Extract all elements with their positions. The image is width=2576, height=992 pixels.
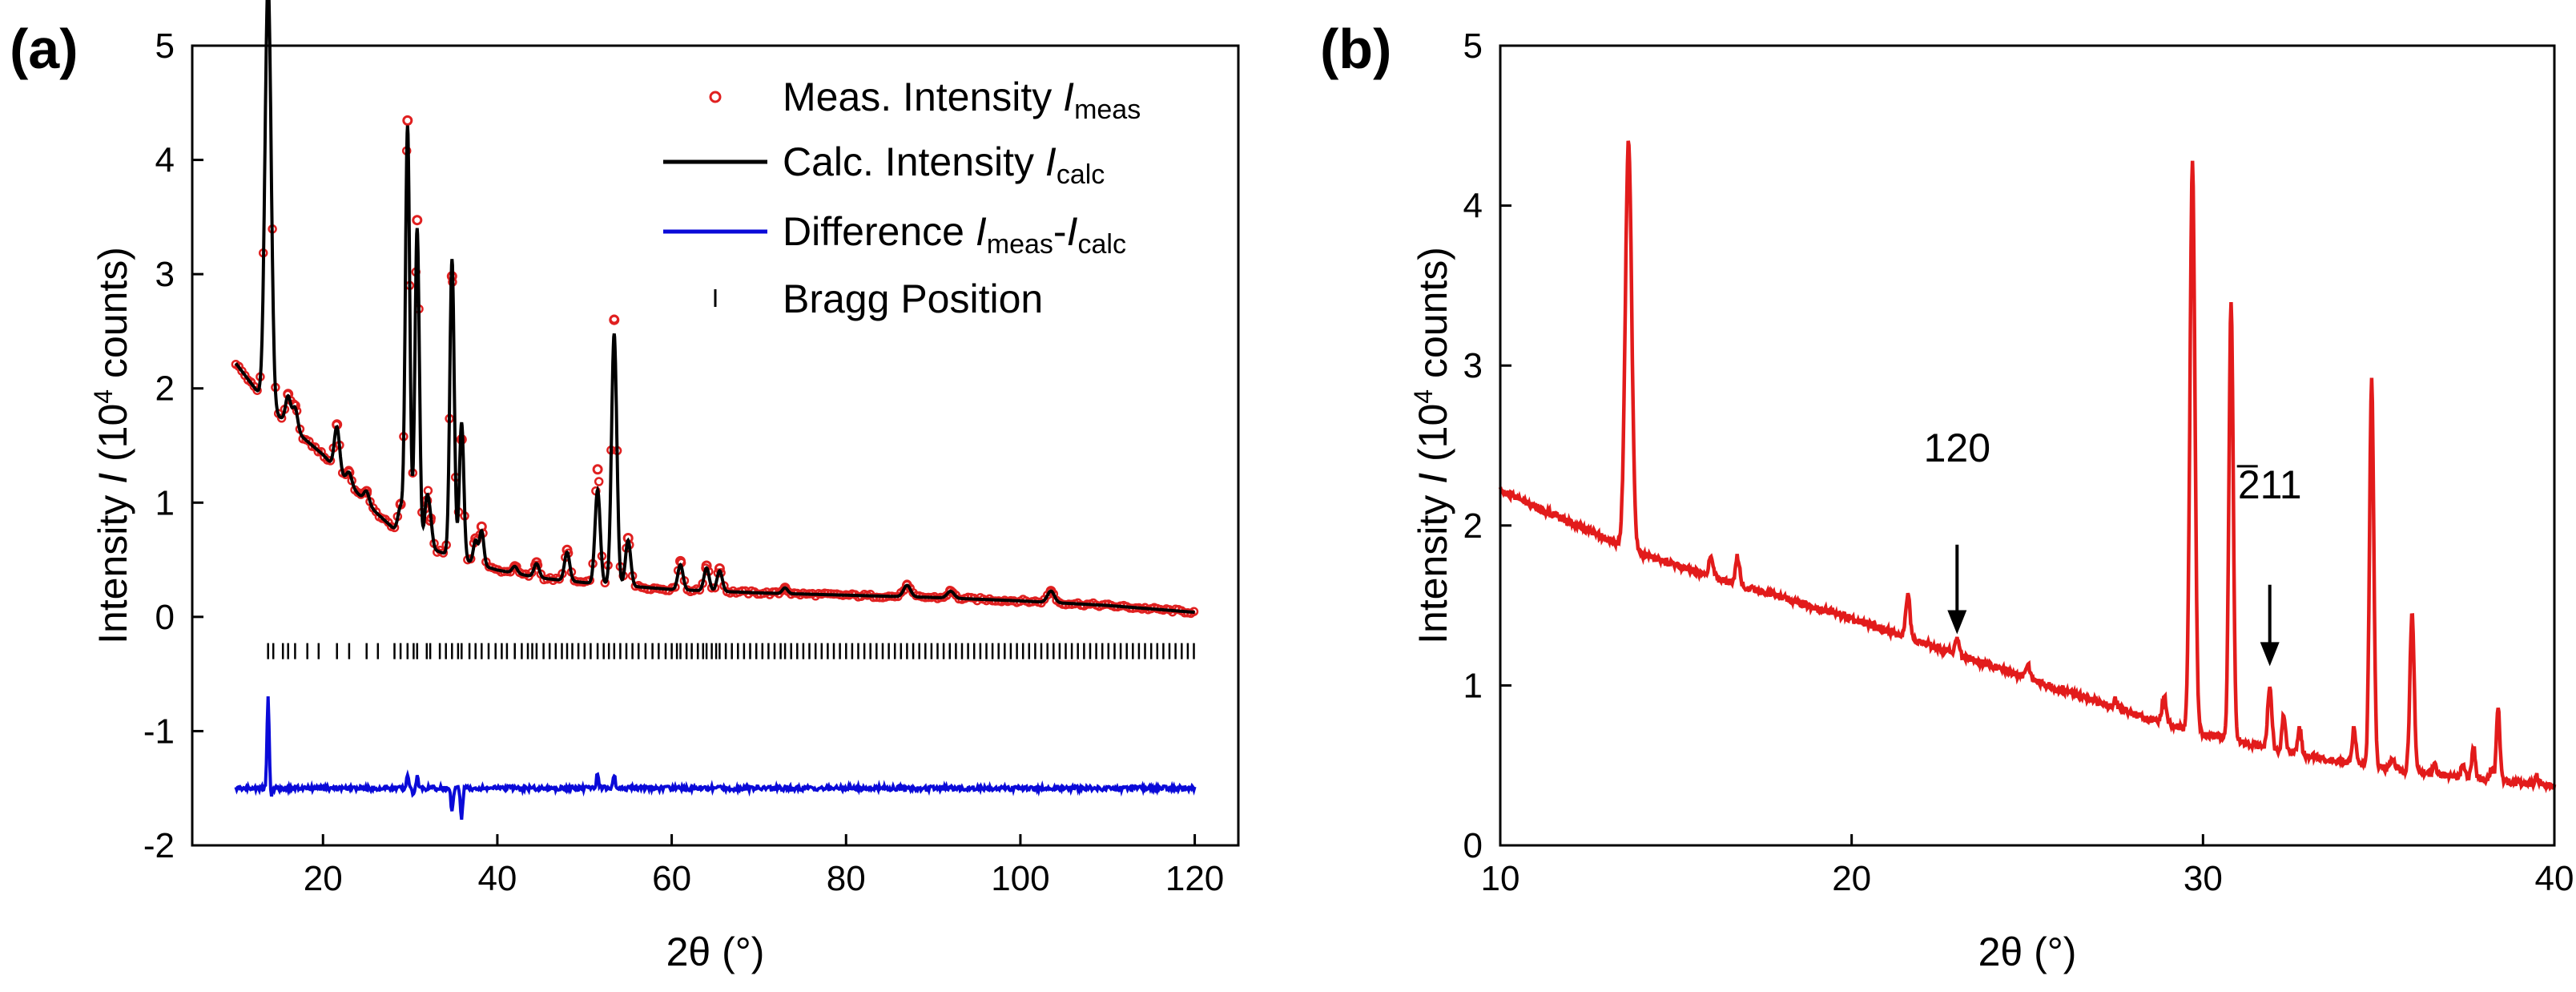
y-tick-label: 3 bbox=[155, 255, 175, 294]
annotation-label: 211 bbox=[2238, 462, 2302, 507]
measured-point bbox=[594, 477, 604, 486]
panel-b-axes-frame bbox=[1499, 44, 2556, 847]
x-tick-label: 120 bbox=[1165, 859, 1224, 898]
difference-series bbox=[234, 696, 1197, 821]
measured-point bbox=[252, 385, 262, 395]
panel-a-label: (a) bbox=[10, 18, 78, 80]
svg-text:Bragg Position: Bragg Position bbox=[783, 276, 1043, 321]
x-tick-label: 20 bbox=[1832, 859, 1871, 898]
intensity-series bbox=[1498, 140, 2557, 793]
panel-a-y-axis-title: Intensity I (104 counts) bbox=[89, 247, 135, 644]
intensity-line bbox=[1498, 140, 2557, 793]
measured-peak-point bbox=[402, 115, 413, 126]
y-tick-label: 2 bbox=[155, 369, 175, 409]
measured-peak-point bbox=[945, 586, 956, 597]
panel-a-legend: Meas. Intensity Imeas Calc. Intensity Ic… bbox=[663, 75, 1141, 321]
annotation-211: 211 bbox=[2236, 462, 2302, 667]
y-tick-label: 0 bbox=[1463, 826, 1483, 865]
measured-peak-point bbox=[779, 583, 791, 594]
annotation-label: 120 bbox=[1924, 425, 1990, 470]
panel-b-y-ticks: 0 1 2 3 4 5 bbox=[1463, 26, 1511, 865]
panel-a-axes-frame bbox=[191, 44, 1240, 847]
x-tick-label: 30 bbox=[2184, 859, 2223, 898]
y-tick-label: -2 bbox=[143, 826, 175, 865]
panel-a-x-ticks: 20 40 60 80 100 120 bbox=[304, 834, 1224, 898]
measured-peak-point bbox=[901, 580, 912, 591]
panel-b-x-ticks: 10 20 30 40 bbox=[1481, 834, 2574, 898]
measured-peak-point bbox=[412, 215, 423, 226]
panel-a-x-axis-title: 2θ (°) bbox=[666, 929, 765, 974]
y-tick-label: 4 bbox=[1463, 187, 1483, 226]
panel-b-y-axis-title: Intensity I (104 counts) bbox=[1409, 247, 1455, 644]
calculated-intensity-line bbox=[234, 0, 1195, 615]
panel-b-plot-area: 120 211 bbox=[1498, 140, 2557, 793]
y-tick-label: 1 bbox=[155, 483, 175, 522]
y-tick-label: 1 bbox=[1463, 666, 1483, 705]
svg-text:Meas. Intensity Imeas: Meas. Intensity Imeas bbox=[783, 75, 1141, 125]
x-tick-label: 60 bbox=[652, 859, 691, 898]
y-tick-label: 5 bbox=[155, 26, 175, 66]
svg-text:Calc. Intensity Icalc: Calc. Intensity Icalc bbox=[783, 139, 1105, 190]
bragg-ticks bbox=[267, 643, 1195, 659]
x-tick-label: 40 bbox=[2535, 859, 2574, 898]
measured-peak-point bbox=[1045, 586, 1057, 597]
x-tick-label: 20 bbox=[304, 859, 343, 898]
difference-line bbox=[234, 696, 1197, 821]
calculated-series bbox=[234, 0, 1195, 615]
measured-peak-point bbox=[609, 314, 620, 325]
panel-b: (b) 120 211 10 20 30 40 0 1 2 3 4 5 2θ (°) Intens… bbox=[1320, 18, 2574, 974]
legend-entry-difference: Difference Imeas-Icalc bbox=[663, 209, 1126, 260]
panel-b-label: (b) bbox=[1320, 18, 1391, 80]
panel-b-x-axis-title: 2θ (°) bbox=[1978, 929, 2077, 974]
x-tick-label: 10 bbox=[1481, 859, 1520, 898]
measured-peak-point bbox=[592, 464, 603, 475]
peak-annotations: 120 211 bbox=[1924, 425, 2302, 667]
measured-peak-point bbox=[509, 561, 521, 572]
svg-text:Difference Imeas-Icalc: Difference Imeas-Icalc bbox=[783, 209, 1126, 260]
panel-a-y-ticks: -2 -1 0 1 2 3 4 5 bbox=[143, 26, 203, 865]
measured-point bbox=[276, 413, 287, 423]
y-tick-label: 5 bbox=[1463, 26, 1483, 66]
x-tick-label: 80 bbox=[827, 859, 866, 898]
legend-entry-calculated: Calc. Intensity Icalc bbox=[663, 139, 1105, 190]
x-tick-label: 40 bbox=[477, 859, 517, 898]
legend-measured-marker bbox=[709, 91, 722, 103]
y-tick-label: -1 bbox=[143, 712, 175, 751]
annotation-arrow-head bbox=[1947, 610, 1967, 635]
legend-entry-measured: Meas. Intensity Imeas bbox=[709, 75, 1141, 125]
panel-a: (a) 20 40 60 80 100 120 -2 -1 0 1 2 3 4 5 2θ (°) Int… bbox=[10, 0, 1240, 974]
y-tick-label: 4 bbox=[155, 141, 175, 180]
y-tick-label: 0 bbox=[155, 598, 175, 637]
y-tick-label: 3 bbox=[1463, 346, 1483, 385]
annotation-arrow-head bbox=[2260, 642, 2280, 667]
legend-entry-bragg: Bragg Position bbox=[714, 276, 1043, 321]
y-tick-label: 2 bbox=[1463, 506, 1483, 546]
annotation-120: 120 bbox=[1924, 425, 1990, 635]
panel-a-plot-area bbox=[231, 0, 1199, 821]
x-tick-label: 100 bbox=[991, 859, 1049, 898]
